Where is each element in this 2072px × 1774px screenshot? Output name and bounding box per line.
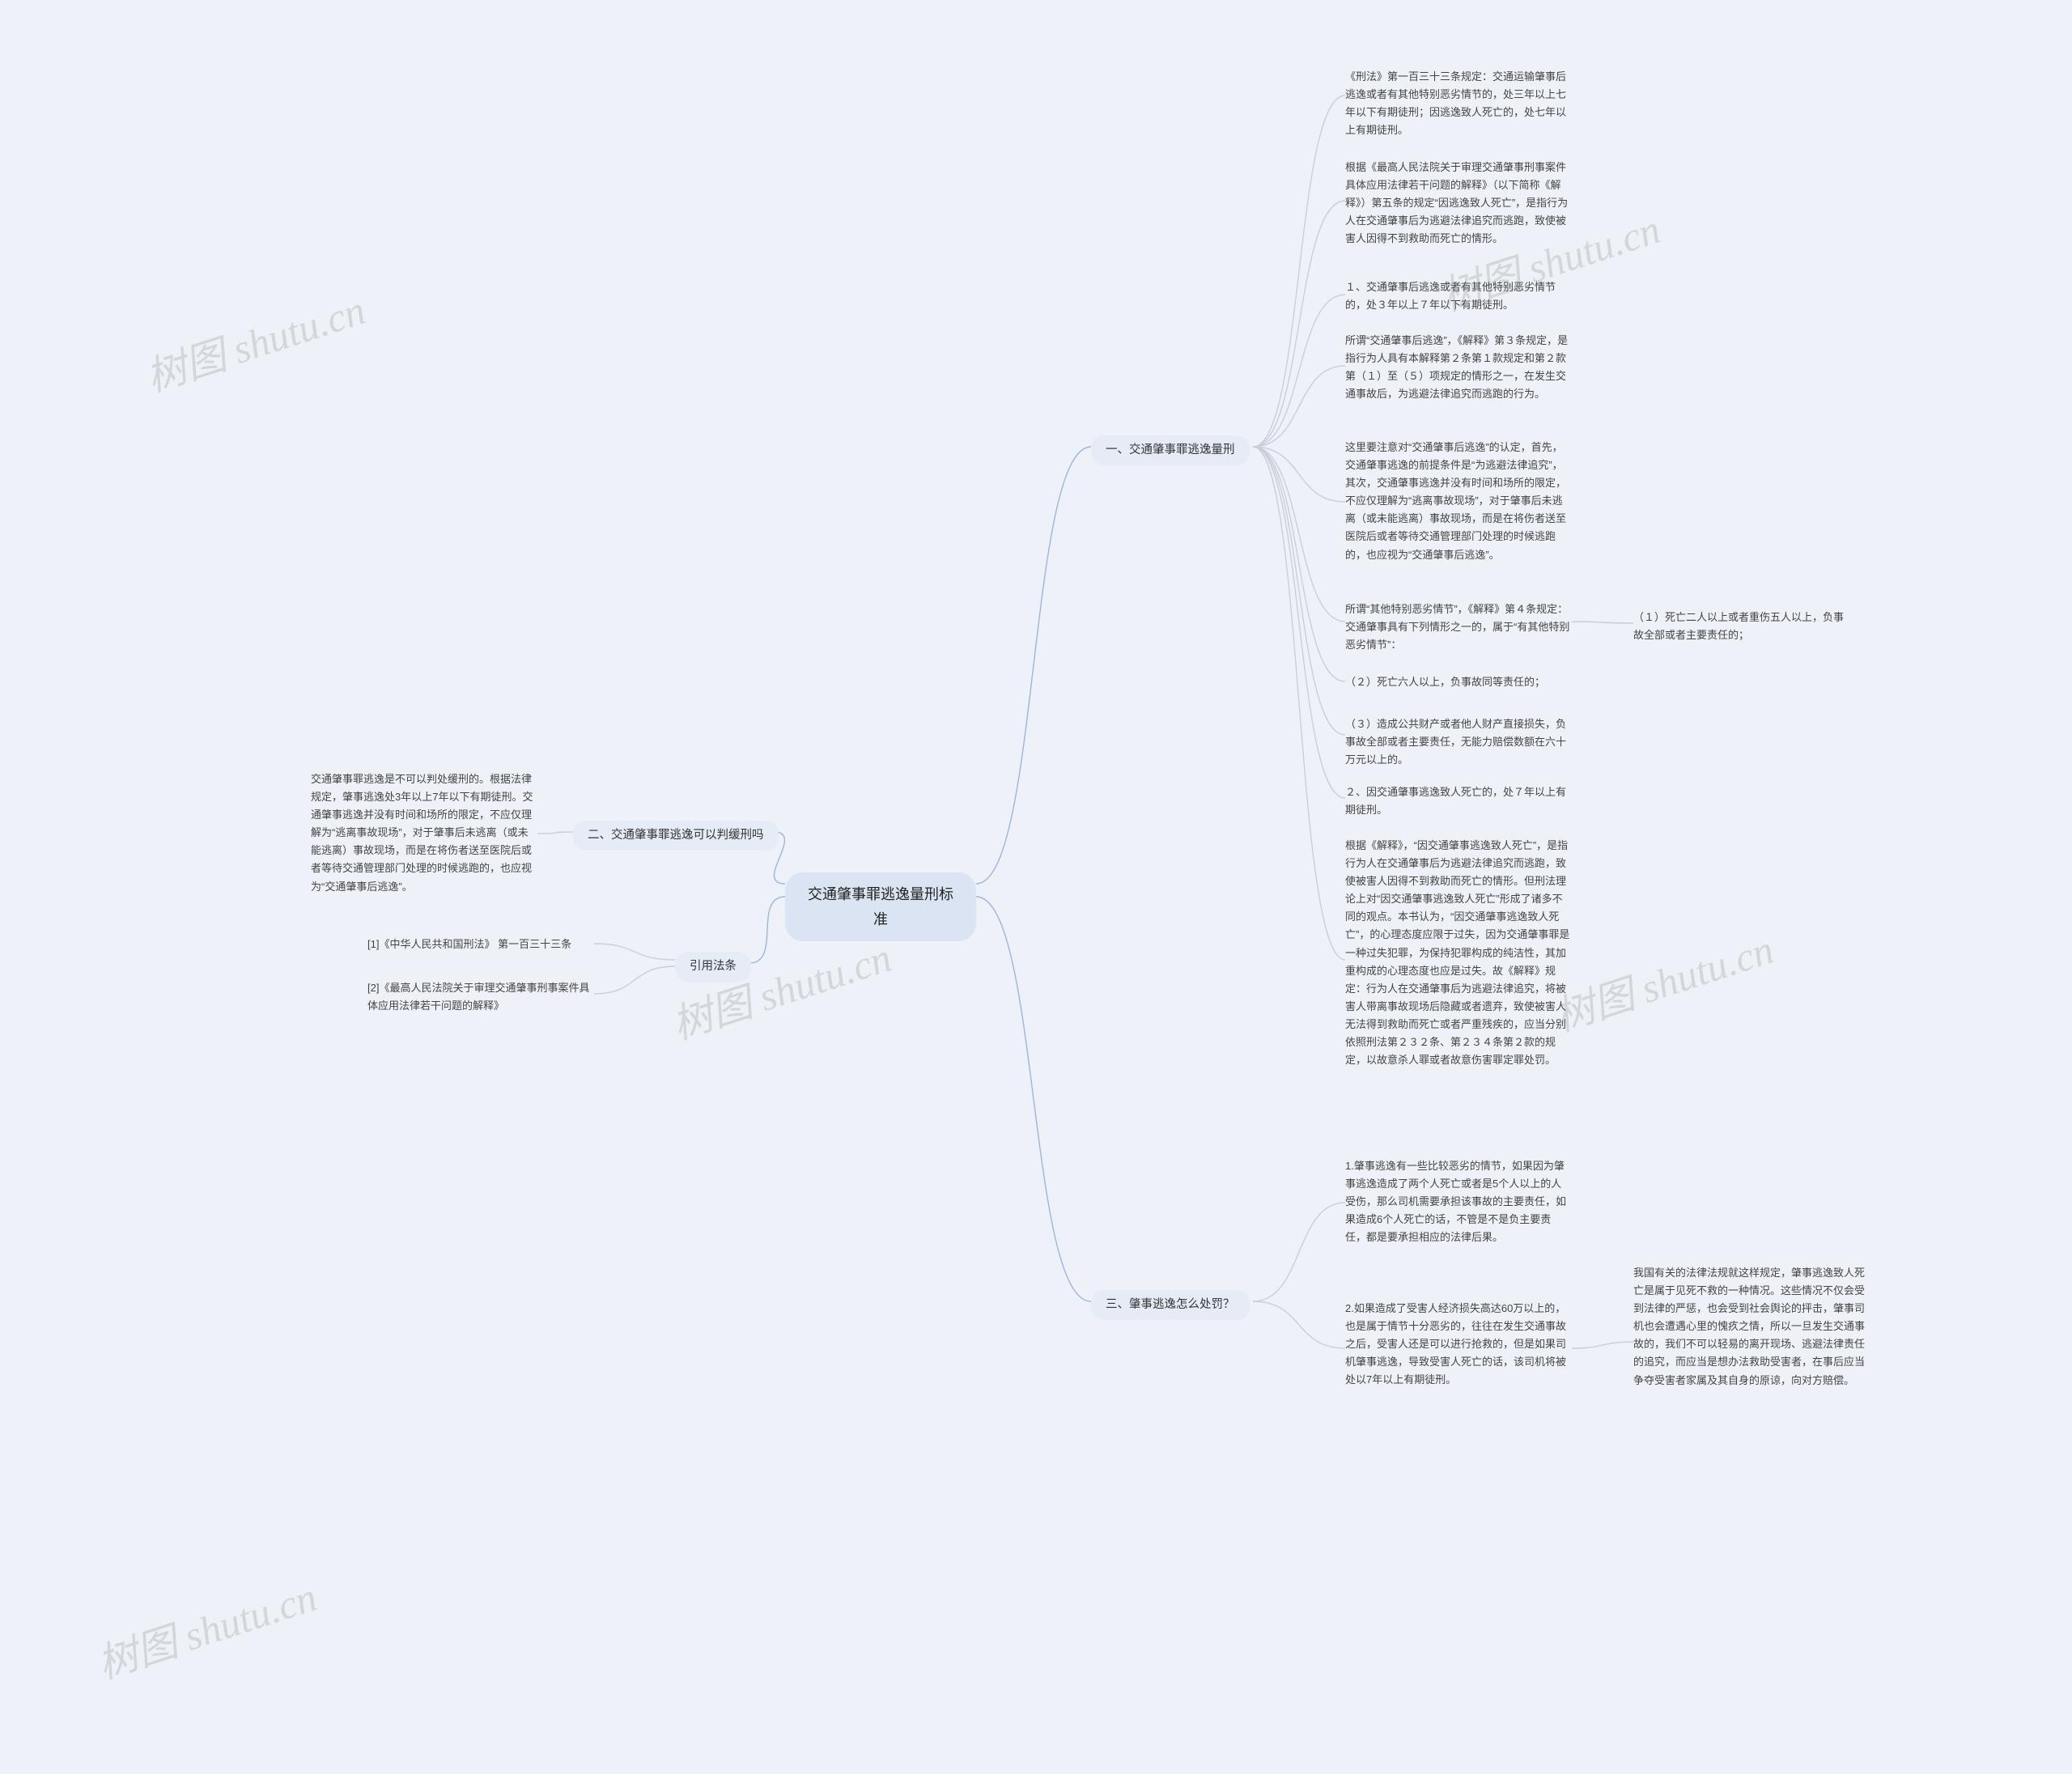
leaf-l14: [1]《中华人民共和国刑法》 第一百三十三条 <box>367 936 594 953</box>
mindmap-canvas: 交通肇事罪逃逸量刑标准 一、交通肇事罪逃逸量刑三、肇事逃逸怎么处罚？ 二、交通肇事罪… <box>0 0 2072 1774</box>
leaf-l12: 2.如果造成了受害人经济损失高达60万以上的，也是属于情节十分恶劣的，往往在发生… <box>1345 1300 1572 1389</box>
root-node: 交通肇事罪逃逸量刑标准 <box>785 872 976 941</box>
leaf-l11: 1.肇事逃逸有一些比较恶劣的情节，如果因为肇事逃逸造成了两个人死亡或者是5个人以… <box>1345 1157 1572 1246</box>
leaf-l13: 交通肇事罪逃逸是不可以判处缓刑的。根据法律规定，肇事逃逸处3年以上7年以下有期徒… <box>311 770 537 896</box>
branch-b2: 二、交通肇事罪逃逸可以判缓刑吗 <box>573 821 779 851</box>
branch-b3: 三、肇事逃逸怎么处罚？ <box>1091 1290 1250 1320</box>
leaf-l1: 《刑法》第一百三十三条规定：交通运输肇事后逃逸或者有其他特别恶劣情节的，处三年以… <box>1345 68 1572 139</box>
leaf-l4: 所谓“交通肇事后逃逸”，《解释》第３条规定，是指行为人具有本解释第２条第１款规定… <box>1345 332 1572 403</box>
leaf-l12a: 我国有关的法律法规就这样规定，肇事逃逸致人死亡是属于见死不救的一种情况。这些情况… <box>1633 1264 1868 1390</box>
leaf-l6: 所谓“其他特别恶劣情节”，《解释》第４条规定：交通肇事具有下列情形之一的，属于“… <box>1345 601 1572 654</box>
leaf-l15: [2]《最高人民法院关于审理交通肇事刑事案件具体应用法律若干问题的解释》 <box>367 979 594 1015</box>
branch-b4: 引用法条 <box>675 952 751 982</box>
branch-b1: 一、交通肇事罪逃逸量刑 <box>1091 435 1250 465</box>
leaf-l8: （３）造成公共财产或者他人财产直接损失，负事故全部或者主要责任，无能力赔偿数额在… <box>1345 715 1572 769</box>
leaf-l10: 根据《解释》，“因交通肇事逃逸致人死亡”，是指行为人在交通肇事后为逃避法律追究而… <box>1345 837 1572 1069</box>
watermark: 树图 shutu.cn <box>664 925 898 1050</box>
watermark: 树图 shutu.cn <box>1546 917 1780 1042</box>
leaf-l3: １、交通肇事后逃逸或者有其他特别恶劣情节的，处３年以上７年以下有期徒刑。 <box>1345 278 1572 314</box>
leaf-l6a: （１）死亡二人以上或者重伤五人以上，负事故全部或者主要责任的； <box>1633 609 1852 644</box>
leaf-l9: ２、因交通肇事逃逸致人死亡的，处７年以上有期徒刑。 <box>1345 783 1572 819</box>
leaf-l5: 这里要注意对“交通肇事后逃逸”的认定，首先，交通肇事逃逸的前提条件是“为逃避法律… <box>1345 439 1572 564</box>
leaf-l7: （２）死亡六人以上，负事故同等责任的； <box>1345 673 1572 691</box>
watermark: 树图 shutu.cn <box>89 1564 323 1690</box>
watermark: 树图 shutu.cn <box>138 278 372 403</box>
leaf-l2: 根据《最高人民法院关于审理交通肇事刑事案件具体应用法律若干问题的解释》（以下简称… <box>1345 159 1572 248</box>
